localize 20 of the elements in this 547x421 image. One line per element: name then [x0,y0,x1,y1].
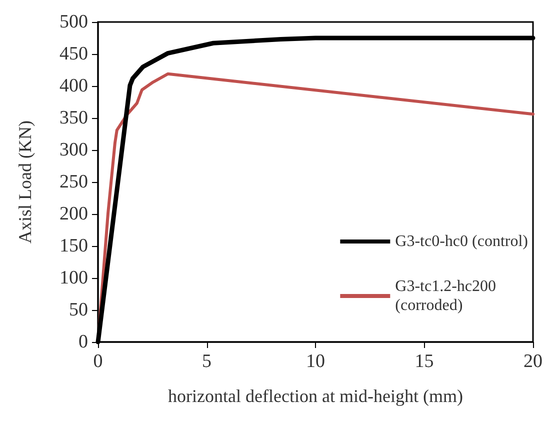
legend-label: G3-tc1.2-hc200 (corroded) [395,278,496,314]
x-tick-label: 5 [202,351,212,372]
y-tick-label: 400 [60,76,88,96]
x-tick-label: 15 [414,351,434,372]
y-tick-label: 0 [78,332,88,352]
y-tick-label: 450 [60,44,88,64]
y-tick-label: 150 [60,236,88,256]
y-tick-label: 350 [60,108,88,128]
y-tick-label: 500 [60,12,88,32]
y-tick-label: 250 [60,172,88,192]
legend-label: G3-tc0-hc0 (control) [395,233,528,250]
y-tick-label: 100 [60,268,88,288]
y-tick-label: 200 [60,204,88,224]
x-tick-label: 10 [306,351,325,372]
x-tick-label: 20 [524,351,542,372]
y-tick-label: 300 [60,140,88,160]
y-tick-label: 50 [69,300,88,320]
x-axis-title: horizontal deflection at mid-height (mm) [168,386,463,406]
y-axis-title: Axisl Load (KN) [15,120,35,244]
x-tick-label: 0 [93,351,103,372]
